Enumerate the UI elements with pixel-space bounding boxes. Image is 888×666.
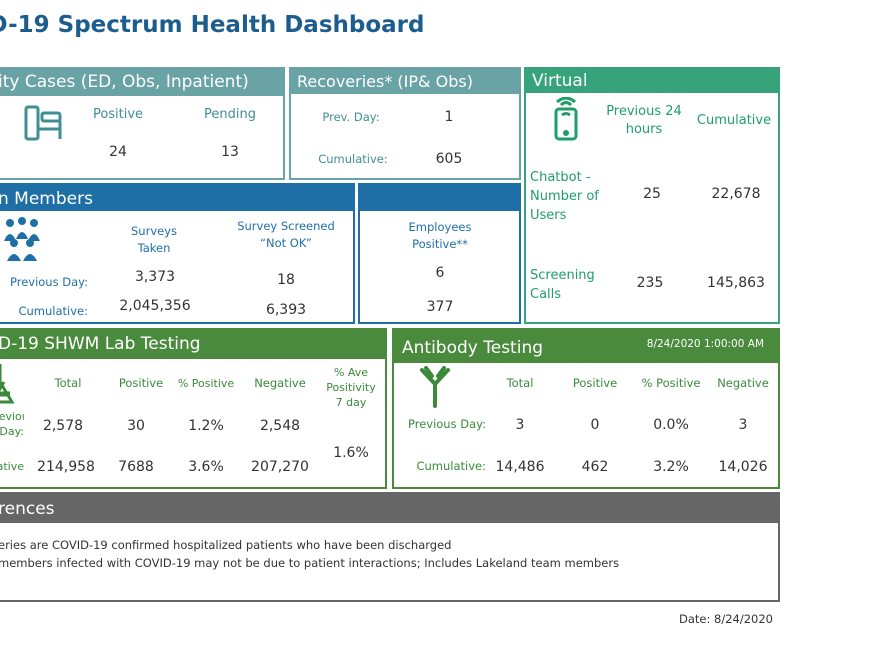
- lab-negative-label: Negative: [254, 376, 306, 390]
- screening-24h-value: 235: [636, 275, 664, 291]
- bed-icon: [22, 103, 64, 147]
- surveys-prev-value: 3,373: [134, 269, 176, 285]
- reference-note-2: members infected with COVID-19 may not b…: [0, 556, 620, 570]
- antibody-timestamp: 8/24/2020 1:00:00 AM: [646, 338, 764, 350]
- antibody-positive-label: Positive: [572, 376, 618, 390]
- phone-signal-icon: [550, 96, 582, 145]
- cases-header: ity Cases (ED, Obs, Inpatient): [0, 69, 283, 96]
- reference-note-1: eries are COVID-19 confirmed hospitalize…: [0, 538, 452, 552]
- team-cum-label: Cumulative:: [18, 304, 88, 318]
- antibody-header: Antibody Testing 8/24/2020 1:00:00 AM: [394, 330, 778, 363]
- employees-cum-value: 377: [426, 299, 454, 315]
- cases-positive-label: Positive: [92, 107, 144, 122]
- cases-panel: ity Cases (ED, Obs, Inpatient) Positive …: [0, 67, 285, 180]
- lab-total-label: Total: [54, 376, 82, 390]
- chatbot-label: Chatbot - Number of Users: [530, 170, 599, 223]
- cases-pending-value: 13: [221, 144, 239, 160]
- antibody-cum-pct: 3.2%: [653, 459, 689, 475]
- team-header: n Members: [0, 185, 353, 211]
- page-title: ID-19 Spectrum Health Dashboard: [0, 12, 425, 38]
- antibody-cum-positive: 462: [581, 459, 609, 475]
- antibody-cum-total: 14,486: [495, 459, 545, 475]
- survey-screened-label: Survey Screened “Not OK”: [237, 219, 335, 250]
- recoveries-prev-value: 1: [444, 109, 454, 125]
- virtual-header: Virtual: [526, 69, 778, 93]
- employees-panel: Employees Positive** 6 377: [358, 183, 521, 324]
- lab-cum-label: Cumulative:: [0, 460, 24, 473]
- antibody-prev-total: 3: [515, 417, 525, 433]
- lab-positive-label: Positive: [118, 376, 164, 390]
- recoveries-cum-label: Cumulative:: [318, 152, 388, 166]
- surveys-taken-label: Surveys Taken: [131, 224, 177, 255]
- lab-header: D-19 SHWM Lab Testing: [0, 330, 385, 359]
- footer-date: Date: 8/24/2020: [679, 612, 773, 626]
- antibody-icon: [418, 366, 452, 412]
- antibody-pct-label: % Positive: [641, 376, 701, 390]
- antibody-prev-pct: 0.0%: [653, 417, 689, 433]
- lab-prev-negative: 2,548: [259, 418, 301, 434]
- team-prev-label: Previous Day:: [9, 275, 88, 289]
- lab-pct-label: % Positive: [177, 377, 235, 390]
- cases-pending-label: Pending: [204, 107, 256, 122]
- employees-header: [360, 185, 519, 211]
- lab-cum-negative: 207,270: [251, 459, 309, 475]
- antibody-total-label: Total: [506, 376, 534, 390]
- lab-panel: D-19 SHWM Lab Testing Previous Day: Cumu…: [0, 328, 387, 489]
- flask-icon: [0, 362, 18, 410]
- surveys-cum-value: 2,045,356: [119, 298, 191, 314]
- recoveries-header: Recoveries* (IP& Obs): [291, 69, 519, 94]
- people-group-icon: [0, 215, 44, 265]
- lab-prev-total: 2,578: [42, 418, 84, 434]
- employees-positive-label: Employees Positive**: [408, 220, 472, 251]
- chatbot-24h-value: 25: [643, 186, 661, 202]
- antibody-cum-negative: 14,026: [718, 459, 768, 475]
- cases-positive-value: 24: [109, 144, 127, 160]
- lab-cum-total: 214,958: [37, 459, 95, 475]
- antibody-negative-label: Negative: [717, 376, 769, 390]
- screened-cum-value: 6,393: [265, 302, 307, 318]
- virtual-panel: Virtual Previous 24 hours Cumulative Cha…: [524, 67, 780, 324]
- antibody-prev-negative: 3: [738, 417, 748, 433]
- chatbot-cum-value: 22,678: [711, 186, 761, 202]
- antibody-title: Antibody Testing: [402, 338, 544, 358]
- employees-prev-value: 6: [435, 265, 445, 281]
- recoveries-prev-label: Prev. Day:: [322, 110, 380, 124]
- virtual-col2-label: Cumulative: [696, 113, 772, 128]
- lab-prev-pct: 1.2%: [188, 418, 224, 434]
- antibody-prev-label: Previous Day:: [407, 417, 486, 431]
- antibody-panel: Antibody Testing 8/24/2020 1:00:00 AM To…: [392, 328, 780, 489]
- recoveries-cum-value: 605: [435, 151, 463, 167]
- team-panel: n Members Surveys Taken Survey Screened …: [0, 183, 355, 324]
- antibody-cum-label: Cumulative:: [416, 459, 486, 473]
- lab-cum-pct: 3.6%: [188, 459, 224, 475]
- virtual-col1-label: Previous 24 hours: [606, 104, 682, 137]
- screening-label: Screening Calls: [530, 268, 595, 302]
- recoveries-panel: Recoveries* (IP& Obs) Prev. Day: Cumulat…: [289, 67, 521, 180]
- references-panel: rences eries are COVID-19 confirmed hosp…: [0, 492, 780, 602]
- lab-prev-label: Previous Day:: [0, 410, 24, 438]
- lab-prev-positive: 30: [127, 418, 145, 434]
- lab-ave-value: 1.6%: [333, 445, 369, 461]
- lab-ave-label: % Ave Positivity 7 day: [326, 366, 376, 409]
- lab-cum-positive: 7688: [118, 459, 154, 475]
- screened-prev-value: 18: [277, 272, 295, 288]
- screening-cum-value: 145,863: [707, 275, 765, 291]
- references-header: rences: [0, 494, 778, 523]
- antibody-prev-positive: 0: [590, 417, 600, 433]
